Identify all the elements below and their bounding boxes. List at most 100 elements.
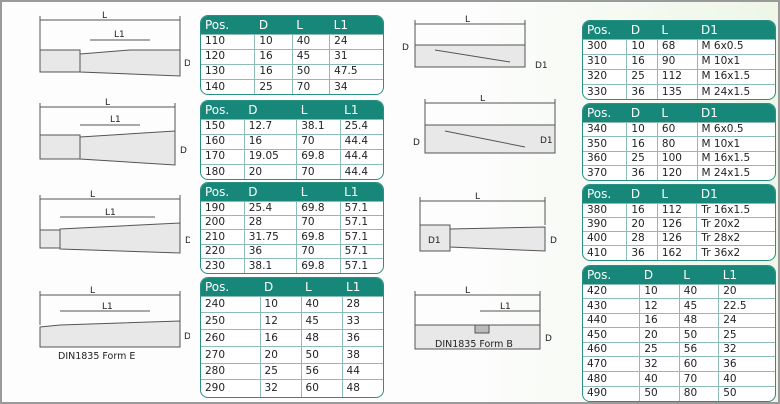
table-row: 280 25 56 44 (201, 362, 383, 380)
table-cell: 28 (243, 214, 297, 230)
column-header: D (626, 185, 658, 203)
table-cell: 22.5 (718, 298, 775, 314)
table-cell: 25.4 (339, 118, 383, 134)
table-row: 290 32 60 48 (201, 379, 383, 397)
column-header: L1 (340, 183, 383, 201)
column-header: L (296, 101, 341, 119)
table-header: Pos. D L L1 (201, 16, 383, 34)
dimension-table: Pos. D L L1 420 10 40 20 430 12 45 22.5 440 16 48 24 450… (582, 265, 776, 402)
table-cell: 16 (254, 48, 293, 64)
label-l: L (90, 190, 95, 200)
table-cell: 80 (656, 136, 698, 151)
table-cell: M 6x0.5 (696, 121, 775, 137)
table-cell: 320 (583, 68, 627, 84)
table-row: 110 10 40 24 (201, 33, 383, 49)
table-cell: 32 (639, 356, 680, 372)
table-row: 220 36 70 57.1 (201, 243, 383, 259)
table-cell: 48 (341, 379, 383, 397)
table-cell: 68 (656, 38, 698, 54)
table-cell: 20 (639, 327, 680, 343)
table-cell: 210 (201, 229, 245, 245)
table-cell: 31 (329, 48, 383, 64)
table-cell: Tr 28x2 (696, 231, 775, 246)
dimension-table: Pos. D L L1 110 10 40 24 120 16 45 31 130 16 50 47.5 140… (200, 15, 384, 95)
drawing-threaded-2: L D D1 (413, 95, 556, 154)
table-row: 380 16 112 Tr 16x1.5 (583, 202, 775, 218)
column-header: Pos. (583, 266, 640, 284)
table-cell: 19.05 (243, 148, 297, 164)
column-header: D (639, 266, 680, 284)
table-cell: 330 (583, 83, 627, 99)
drawing-shank-4: L L1 D DIN1835 Form E (39, 286, 190, 362)
column-header: L1 (342, 278, 383, 296)
table-cell: 25 (259, 362, 302, 380)
table-row: 370 36 120 M 24x1.5 (583, 165, 775, 180)
table-cell: 16 (626, 202, 658, 218)
table-row: 270 20 50 38 (201, 345, 383, 364)
table-cell: 38 (341, 345, 383, 364)
table-cell: 70 (296, 133, 341, 149)
table-row: 150 12.7 38.1 25.4 (201, 118, 383, 134)
table-cell: 300 (583, 38, 627, 54)
table-row: 460 25 56 32 (583, 341, 775, 357)
table-row: 480 40 70 40 (583, 371, 775, 387)
table-cell: 450 (583, 327, 640, 343)
column-header: Pos. (583, 185, 627, 203)
column-header: D (254, 16, 293, 34)
table-cell: 126 (656, 231, 697, 246)
drawing-shank-form-b: L L1 D DIN1835 Form B (414, 286, 552, 350)
table-cell: 50 (678, 327, 719, 343)
table-cell: 40 (300, 295, 343, 313)
table-cell: 110 (201, 33, 255, 49)
label-l: L (105, 98, 110, 108)
table-cell: 170 (201, 148, 245, 164)
table-cell: 45 (300, 312, 343, 330)
table-cell: 40 (718, 371, 775, 387)
table-cell: 180 (201, 163, 245, 179)
table-cell: 69.8 (296, 229, 341, 245)
table-cell: M 10x1 (696, 53, 775, 69)
column-header: D (244, 101, 297, 119)
table-row: 360 25 100 M 16x1.5 (583, 150, 775, 166)
table-row: 120 16 45 31 (201, 48, 383, 64)
table-cell: 25 (639, 341, 680, 357)
dimension-table: Pos. D L L1 150 12.7 38.1 25.4 160 16 70 44.4 170 19.… (200, 100, 384, 180)
table-cell: 162 (656, 245, 697, 261)
label-l: L (465, 15, 470, 25)
table-row: 440 16 48 24 (583, 312, 775, 328)
table-row: 230 38.1 69.8 57.1 (201, 258, 383, 273)
drawing-threaded-1: L D D1 (402, 15, 548, 71)
table-row: 160 16 70 44.4 (201, 133, 383, 149)
table-cell: 240 (201, 295, 261, 313)
dimension-table: Pos. D L D1 380 16 112 Tr 16x1.5 390 20 126 Tr 20x2… (582, 184, 776, 262)
table-row: 210 31.75 69.8 57.1 (201, 229, 383, 245)
table-cell: 112 (656, 68, 698, 84)
table-cell: 390 (583, 216, 627, 232)
table-cell: 160 (201, 133, 245, 149)
table-cell: 430 (583, 298, 640, 314)
table-header: Pos. D L L1 (201, 278, 383, 296)
table-cell: 60 (678, 356, 719, 372)
label-d1: D1 (428, 236, 441, 246)
table-cell: 50 (639, 385, 680, 401)
table-row: 450 20 50 25 (583, 327, 775, 343)
label-l1: L1 (500, 302, 511, 312)
drawing-threaded-3: L D1 D (419, 192, 557, 252)
column-header: L1 (329, 16, 383, 34)
table-cell: Tr 16x1.5 (696, 202, 775, 218)
table-cell: 24 (718, 312, 775, 328)
table-cell: 135 (656, 83, 698, 99)
table-row: 430 12 45 22.5 (583, 298, 775, 314)
table-cell: 40 (639, 371, 680, 387)
table-cell: 40 (291, 33, 330, 49)
table-cell: 48 (300, 329, 343, 347)
column-header: L (296, 183, 341, 201)
column-header: L (657, 185, 697, 203)
table-row: 130 16 50 47.5 (201, 63, 383, 79)
table-cell: 16 (626, 53, 658, 69)
table-cell: 69.8 (296, 200, 341, 216)
table-cell: 400 (583, 231, 627, 246)
table-cell: 47.5 (329, 63, 383, 79)
table-cell: 69.8 (296, 258, 341, 273)
table-cell: 90 (656, 53, 698, 69)
